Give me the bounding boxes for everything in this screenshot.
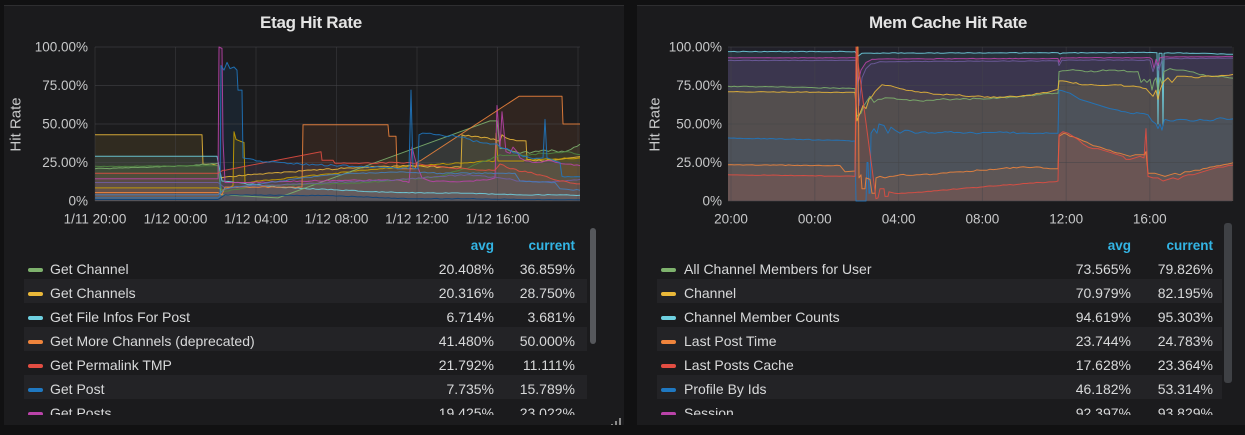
- svg-text:00:00: 00:00: [798, 212, 832, 227]
- svg-text:0%: 0%: [68, 194, 88, 209]
- svg-text:25.00%: 25.00%: [676, 155, 722, 170]
- svg-text:100.00%: 100.00%: [35, 40, 88, 55]
- svg-text:1/12 04:00: 1/12 04:00: [224, 212, 288, 227]
- svg-text:04:00: 04:00: [882, 212, 916, 227]
- svg-text:12:00: 12:00: [1049, 212, 1083, 227]
- svg-text:50.00%: 50.00%: [42, 117, 88, 132]
- svg-text:25.00%: 25.00%: [42, 155, 88, 170]
- svg-text:75.00%: 75.00%: [676, 78, 722, 93]
- svg-text:08:00: 08:00: [966, 212, 1000, 227]
- svg-text:1/12 12:00: 1/12 12:00: [385, 212, 449, 227]
- svg-text:50.00%: 50.00%: [676, 117, 722, 132]
- svg-text:1/11 20:00: 1/11 20:00: [64, 212, 127, 227]
- svg-text:16:00: 16:00: [1133, 212, 1167, 227]
- svg-text:100.00%: 100.00%: [669, 40, 722, 55]
- svg-text:20:00: 20:00: [714, 212, 748, 227]
- svg-text:1/12 00:00: 1/12 00:00: [144, 212, 208, 227]
- svg-text:75.00%: 75.00%: [42, 78, 88, 93]
- svg-text:1/12 16:00: 1/12 16:00: [466, 212, 530, 227]
- svg-text:1/12 08:00: 1/12 08:00: [305, 212, 369, 227]
- svg-text:0%: 0%: [702, 194, 722, 209]
